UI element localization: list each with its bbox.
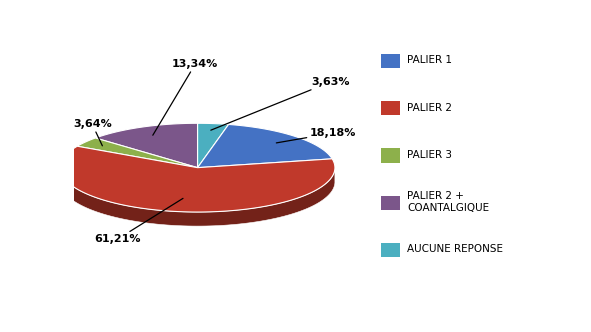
Bar	[381, 148, 400, 163]
Polygon shape	[197, 124, 332, 168]
Text: 13,34%: 13,34%	[153, 59, 219, 135]
Text: 18,18%: 18,18%	[277, 128, 356, 143]
Bar	[381, 54, 400, 68]
Bar	[381, 243, 400, 257]
Text: AUCUNE REPONSE: AUCUNE REPONSE	[407, 244, 504, 254]
Text: 3,63%: 3,63%	[211, 77, 350, 130]
Bar	[381, 101, 400, 115]
Text: 3,64%: 3,64%	[73, 119, 112, 146]
Text: PALIER 2: PALIER 2	[407, 103, 452, 113]
Polygon shape	[197, 123, 229, 168]
Bar	[381, 196, 400, 210]
Text: PALIER 3: PALIER 3	[407, 150, 452, 160]
Text: PALIER 1: PALIER 1	[407, 55, 452, 65]
Text: PALIER 2 +
COANTALGIQUE: PALIER 2 + COANTALGIQUE	[407, 191, 489, 213]
Polygon shape	[60, 168, 335, 226]
Polygon shape	[95, 123, 197, 168]
Text: 61,21%: 61,21%	[94, 198, 183, 244]
Polygon shape	[77, 138, 197, 168]
Polygon shape	[60, 146, 335, 212]
